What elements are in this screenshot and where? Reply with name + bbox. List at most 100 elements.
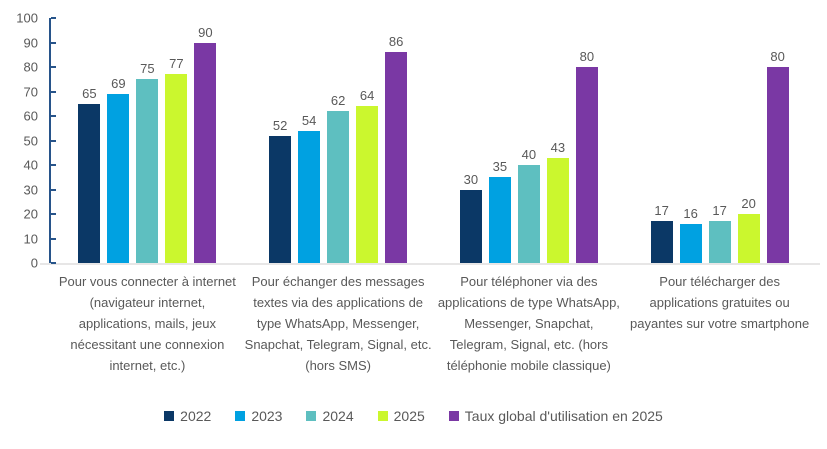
bar-Taux global d'utilisation en 2025 <box>575 67 598 263</box>
bar-value-label: 43 <box>550 139 566 155</box>
bar-2022 <box>78 103 101 263</box>
bar-group: 17 16 17 20 80 <box>624 18 815 263</box>
y-tick-label: 30 <box>23 182 38 197</box>
bar-value-label: 30 <box>463 171 479 187</box>
y-tick-label: 60 <box>23 108 38 124</box>
bar-wrap: 65 <box>78 18 101 263</box>
y-axis-line <box>49 18 51 264</box>
bar-value-label: 54 <box>301 112 317 128</box>
bar-2023 <box>488 177 511 263</box>
category-label: Pour télécharger des applications gratui… <box>630 274 810 331</box>
bar-value-label: 17 <box>654 203 669 219</box>
bar-wrap: 52 <box>269 18 292 263</box>
y-tick-mark <box>51 262 56 264</box>
y-tick-mark <box>51 17 56 19</box>
bar-2023 <box>298 130 321 263</box>
y-tick-mark <box>51 139 56 142</box>
bar-2023 <box>107 93 130 263</box>
legend-swatch-icon <box>306 411 317 421</box>
bar-wrap: 86 <box>385 18 408 263</box>
legend-item-taux-global-d-utilisation-en-2025: Taux global d'utilisation en 2025 <box>448 408 663 424</box>
bar-wrap: 90 <box>194 18 217 263</box>
bar-group: 65 69 75 77 90 <box>52 18 243 263</box>
legend: 2022 2023 2024 2025 Taux global d'utilisatio… <box>0 408 827 424</box>
bar-value-label: 16 <box>683 205 698 221</box>
bar-wrap: 40 <box>517 18 540 263</box>
legend-item-2025: 2025 <box>377 408 425 424</box>
bar-wrap: 20 <box>737 18 760 263</box>
legend-item-2022: 2022 <box>164 408 211 424</box>
bar-wrap: 80 <box>575 18 598 263</box>
bar-value-label: 20 <box>741 196 756 211</box>
bar-value-label: 75 <box>140 61 155 77</box>
bar-wrap: 80 <box>766 18 789 263</box>
bar-Taux global d'utilisation en 2025 <box>766 67 789 263</box>
bar-2022 <box>650 221 673 263</box>
legend-item-2024: 2024 <box>306 408 354 424</box>
y-tick-label: 20 <box>23 206 38 222</box>
category-labels: Pour vous connecter à internet (navigate… <box>52 271 815 376</box>
bar-wrap: 54 <box>298 18 321 263</box>
category-label: Pour vous connecter à internet (navigate… <box>58 274 236 373</box>
bar-2024 <box>136 79 159 263</box>
legend-swatch-icon <box>235 411 246 421</box>
y-tick-mark <box>51 237 56 240</box>
y-axis: 0 10 20 30 40 50 60 70 80 90 100 <box>0 11 50 271</box>
y-tick-mark <box>51 66 56 68</box>
y-tick-label: 50 <box>23 133 38 148</box>
bar-2025 <box>546 157 569 263</box>
bar-wrap: 62 <box>327 18 350 263</box>
y-tick-label: 90 <box>23 35 38 50</box>
y-tick-label: 80 <box>23 59 38 75</box>
bar-2022 <box>459 189 482 263</box>
x-axis-baseline <box>40 263 820 265</box>
bar-value-label: 80 <box>579 49 595 64</box>
bar-2022 <box>269 135 292 263</box>
legend-label: Taux global d'utilisation en 2025 <box>464 408 663 424</box>
y-tick-mark <box>51 164 56 166</box>
y-tick-label: 100 <box>16 10 38 26</box>
bar-wrap: 69 <box>107 18 130 263</box>
category-label: Pour échanger des messages textes via de… <box>244 274 432 373</box>
y-tick-mark <box>51 90 56 93</box>
bar-value-label: 69 <box>111 75 126 91</box>
bar-2024 <box>517 165 540 263</box>
bar-value-label: 64 <box>359 88 375 104</box>
bar-wrap: 30 <box>459 18 482 263</box>
bar-value-label: 86 <box>388 34 404 50</box>
legend-swatch-icon <box>377 411 388 421</box>
y-tick-mark <box>51 115 56 117</box>
bar-wrap: 17 <box>708 18 731 263</box>
y-tick-mark <box>51 213 56 215</box>
bar-Taux global d'utilisation en 2025 <box>194 42 217 263</box>
bar-2025 <box>737 214 760 263</box>
legend-label: 2024 <box>322 408 354 424</box>
bar-wrap: 64 <box>356 18 379 263</box>
bar-2024 <box>327 111 350 263</box>
bar-value-label: 52 <box>272 117 288 133</box>
bar-value-label: 35 <box>492 159 508 175</box>
legend-item-2023: 2023 <box>235 408 282 424</box>
legend-label: 2023 <box>251 408 283 424</box>
bar-Taux global d'utilisation en 2025 <box>385 52 408 263</box>
bar-value-label: 80 <box>770 49 785 64</box>
legend-swatch-icon <box>448 411 459 421</box>
bar-wrap: 35 <box>488 18 511 263</box>
legend-swatch-icon <box>164 411 175 421</box>
bar-wrap: 77 <box>165 18 188 263</box>
bar-wrap: 17 <box>650 18 673 263</box>
bar-2023 <box>679 223 702 263</box>
bar-2024 <box>708 221 731 263</box>
bar-value-label: 90 <box>198 24 213 40</box>
bar-wrap: 75 <box>136 18 159 263</box>
y-tick-label: 70 <box>23 84 38 99</box>
bar-groups: 65 69 75 77 90 52 54 62 64 86 30 35 40 43 80 17 16 17 20 80 <box>52 18 815 263</box>
bar-value-label: 65 <box>82 85 97 101</box>
bar-value-label: 62 <box>330 93 346 109</box>
y-tick-label: 10 <box>23 231 38 246</box>
legend-label: 2022 <box>180 408 212 424</box>
bar-wrap: 16 <box>679 18 702 263</box>
bar-value-label: 17 <box>712 203 727 219</box>
bar-2025 <box>165 74 188 263</box>
